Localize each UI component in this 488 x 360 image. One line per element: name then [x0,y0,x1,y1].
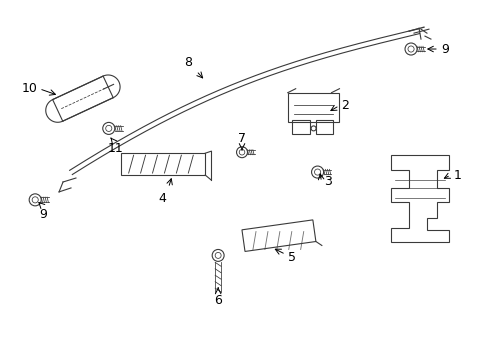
Text: 6: 6 [214,294,222,307]
Bar [315,121,333,134]
Text: 9: 9 [39,208,47,221]
Bar [291,121,309,134]
Text: 1: 1 [453,168,461,181]
Text: 9: 9 [440,42,448,55]
Text: 2: 2 [341,99,348,112]
Bar [121,153,205,175]
Text: 5: 5 [287,251,295,264]
Bar [287,93,339,122]
Text: 11: 11 [108,142,123,155]
Text: 4: 4 [158,192,166,205]
Text: 3: 3 [323,175,331,188]
Text: 8: 8 [184,56,192,69]
Text: 10: 10 [21,82,37,95]
Text: 7: 7 [238,132,245,145]
